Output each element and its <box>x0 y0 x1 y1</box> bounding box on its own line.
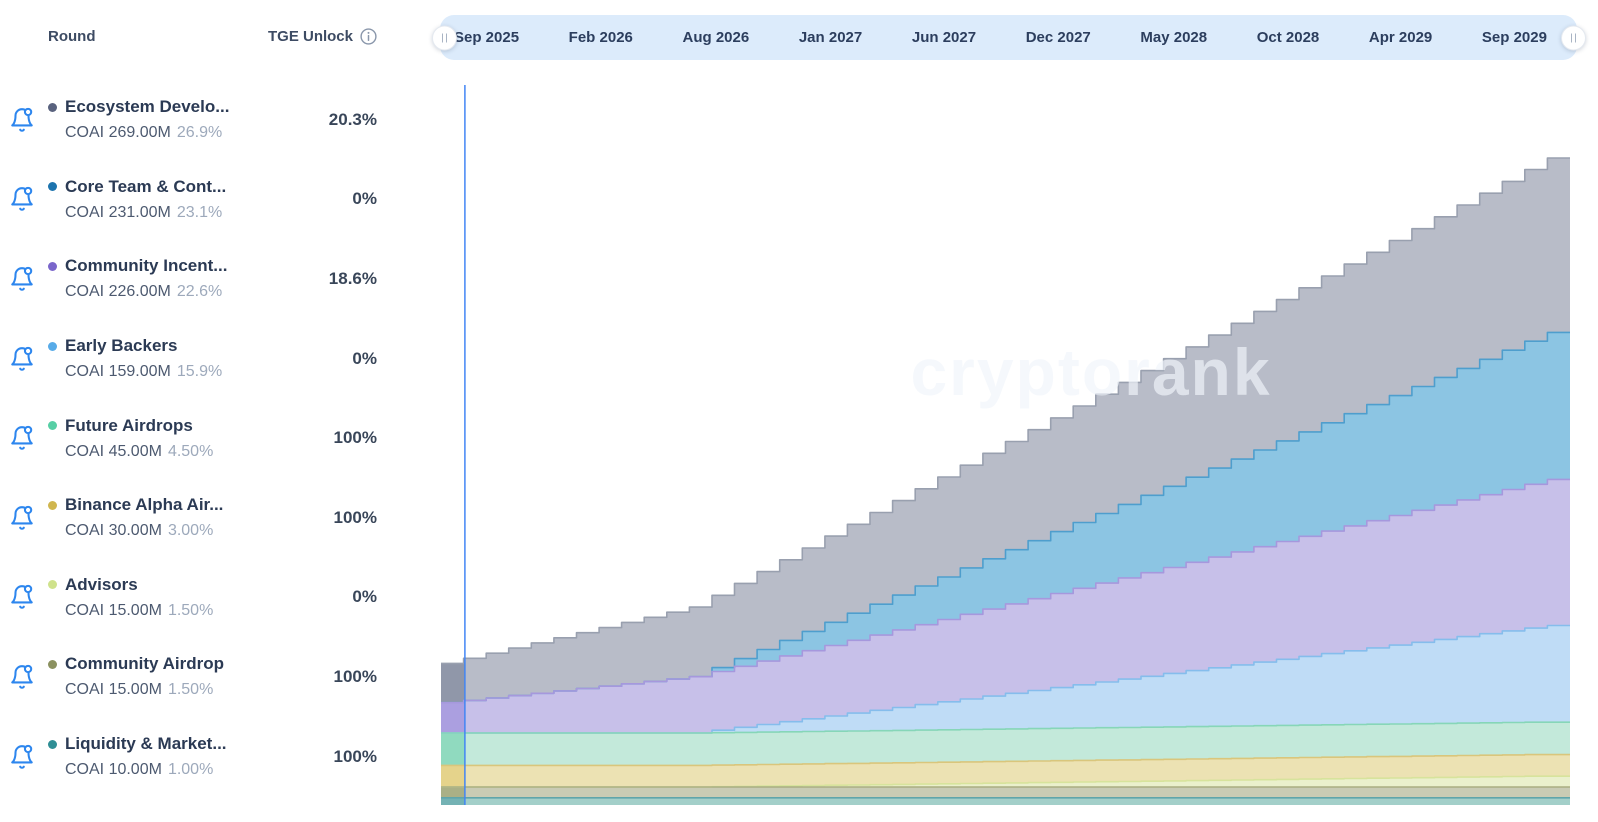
round-share-pct: 22.6% <box>176 283 223 301</box>
timeline-tick-label: Jan 2027 <box>798 29 863 46</box>
series-edge-5 <box>441 624 1570 734</box>
series-edge-3 <box>441 753 1570 767</box>
series-color-dot <box>48 261 57 271</box>
allocation-row[interactable]: Community Airdrop COAI 15.00M 1.50% 100% <box>0 643 440 723</box>
timeline-tick-label: Aug 2026 <box>682 29 750 46</box>
tge-unlock-value: 18.6% <box>328 268 377 288</box>
allocation-row[interactable]: Ecosystem Develo... COAI 269.00M 26.9% 20.3… <box>0 86 440 166</box>
series-color-dot <box>48 580 57 590</box>
round-name: Advisors <box>65 574 138 594</box>
tge-unlock-value: 100% <box>333 746 377 766</box>
unlock-chart[interactable]: cryptorank <box>441 85 1570 805</box>
notification-bell-icon[interactable] <box>9 584 35 610</box>
round-share-pct: 23.1% <box>176 203 223 221</box>
series-edge-8 <box>441 157 1570 665</box>
series-area-0 <box>441 797 1570 805</box>
notification-bell-icon[interactable] <box>9 266 35 292</box>
series-color-dot <box>48 182 57 192</box>
notification-bell-icon[interactable] <box>9 107 35 133</box>
round-share-pct: 3.00% <box>167 522 214 540</box>
round-name: Ecosystem Develo... <box>65 97 230 117</box>
round-name: Future Airdrops <box>65 415 193 435</box>
timeline-tick-label: Jun 2027 <box>911 29 977 46</box>
round-amount: COAI 159.00M <box>65 363 171 381</box>
round-amount: COAI 15.00M <box>65 681 162 699</box>
round-name: Community Incent... <box>65 256 228 276</box>
round-column-header: Round <box>48 28 96 45</box>
notification-bell-icon[interactable] <box>9 425 35 451</box>
series-color-dot <box>48 659 57 669</box>
tge-unlock-value: 0% <box>352 348 377 368</box>
series-area-1 <box>441 787 1570 798</box>
round-amount: COAI 269.00M <box>65 124 171 142</box>
series-edge-4 <box>441 721 1570 734</box>
timeline-tick-label: Oct 2028 <box>1256 29 1320 46</box>
timeline-tick-label: May 2028 <box>1140 29 1208 46</box>
timeline-tick-label: Sep 2029 <box>1481 29 1547 46</box>
past-region <box>441 658 465 805</box>
timeline-tick-label: Apr 2029 <box>1368 29 1433 46</box>
range-handle-right[interactable] <box>1561 25 1586 50</box>
notification-bell-icon[interactable] <box>9 744 35 770</box>
tge-unlock-value: 100% <box>333 507 377 527</box>
round-amount: COAI 231.00M <box>65 203 171 221</box>
allocation-table: Round TGE Unlock Ecosystem Develo... COAI… <box>0 0 440 822</box>
allocation-row[interactable]: Liquidity & Market... COAI 10.00M 1.00% 100… <box>0 723 440 803</box>
round-share-pct: 1.50% <box>167 681 214 699</box>
notification-bell-icon[interactable] <box>9 346 35 372</box>
timeline-tick-label: Dec 2027 <box>1025 29 1091 46</box>
range-handle-left[interactable] <box>432 25 457 50</box>
series-color-dot <box>48 500 57 510</box>
notification-bell-icon[interactable] <box>9 664 35 690</box>
allocation-row[interactable]: Advisors COAI 15.00M 1.50% 0% <box>0 564 440 644</box>
timeline-range-selector[interactable]: Sep 2025 Feb 2026 Aug 2026 Jan 2027 Jun 2027… <box>432 15 1586 60</box>
series-color-dot <box>48 102 57 112</box>
stacked-unlock-areas[interactable]: cryptorank <box>441 85 1570 805</box>
round-amount: COAI 15.00M <box>65 601 162 619</box>
round-share-pct: 4.50% <box>167 442 214 460</box>
series-color-dot <box>48 341 57 351</box>
timeline-tick-label: Feb 2026 <box>568 29 633 46</box>
allocation-row[interactable]: Binance Alpha Air... COAI 30.00M 3.00% 100% <box>0 484 440 564</box>
tge-unlock-value: 100% <box>333 428 377 448</box>
allocation-rows: Ecosystem Develo... COAI 269.00M 26.9% 20.3… <box>0 86 440 802</box>
round-share-pct: 1.00% <box>167 761 214 779</box>
round-name: Community Airdrop <box>65 654 224 674</box>
timeline-tick-label: Sep 2025 <box>454 29 520 46</box>
allocation-row[interactable]: Future Airdrops COAI 45.00M 4.50% 100% <box>0 404 440 484</box>
round-amount: COAI 30.00M <box>65 522 162 540</box>
notification-bell-icon[interactable] <box>9 505 35 531</box>
round-share-pct: 15.9% <box>176 363 223 381</box>
series-color-dot <box>48 421 57 431</box>
tge-column-header: TGE Unlock <box>267 28 353 45</box>
tge-unlock-value: 100% <box>333 666 377 686</box>
series-area-2 <box>441 776 1570 787</box>
round-share-pct: 26.9% <box>176 124 223 142</box>
series-area-5 <box>441 625 1570 733</box>
tge-unlock-value: 20.3% <box>328 109 377 129</box>
tge-unlock-value: 0% <box>352 587 377 607</box>
series-edge-6 <box>441 478 1570 704</box>
round-name: Liquidity & Market... <box>65 734 227 754</box>
allocation-row[interactable]: Core Team & Cont... COAI 231.00M 23.1% 0% <box>0 166 440 246</box>
timeline-labels: Sep 2025 Feb 2026 Aug 2026 Jan 2027 Jun 2027… <box>440 29 1577 46</box>
round-amount: COAI 10.00M <box>65 761 162 779</box>
series-color-dot <box>48 739 57 749</box>
round-amount: COAI 45.00M <box>65 442 162 460</box>
round-share-pct: 1.50% <box>167 601 214 619</box>
round-name: Binance Alpha Air... <box>65 495 224 515</box>
round-amount: COAI 226.00M <box>65 283 171 301</box>
table-header: Round TGE Unlock <box>48 28 377 45</box>
info-icon[interactable] <box>360 28 377 45</box>
allocation-row[interactable]: Early Backers COAI 159.00M 15.9% 0% <box>0 325 440 405</box>
notification-bell-icon[interactable] <box>9 186 35 212</box>
round-name: Core Team & Cont... <box>65 176 227 196</box>
allocation-row[interactable]: Community Incent... COAI 226.00M 22.6% 18.6… <box>0 245 440 325</box>
watermark: cryptorank <box>910 335 1271 409</box>
round-name: Early Backers <box>65 336 178 356</box>
tge-unlock-value: 0% <box>352 189 377 209</box>
